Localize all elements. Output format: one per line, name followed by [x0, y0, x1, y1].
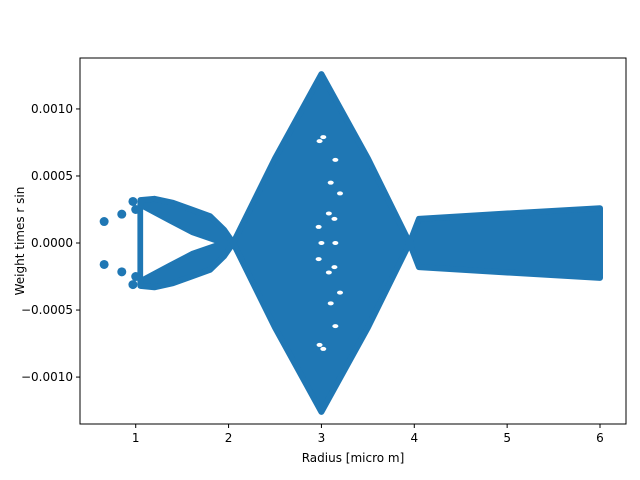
data-gap-speck: [320, 346, 327, 351]
data-gap-speck: [316, 342, 323, 347]
x-tick-label: 6: [596, 431, 604, 445]
y-axis-ticks: −0.0010 −0.0005 0.0000 0.0005 0.0010: [21, 102, 80, 384]
data-gap-speck: [327, 301, 334, 306]
data-envelope-fill: [137, 71, 603, 415]
y-tick-label: 0.0010: [31, 102, 73, 116]
data-point: [99, 259, 109, 269]
data-gap-speck: [337, 290, 343, 295]
y-tick-label: 0.0000: [31, 236, 73, 250]
data-gap-speck: [337, 191, 343, 196]
data-gap-left-region: [143, 209, 215, 277]
data-gap-speck: [325, 270, 332, 275]
data-gap-speck: [325, 211, 332, 216]
data-gap-speck: [332, 324, 339, 329]
x-axis-ticks: 1 2 3 4 5 6: [132, 424, 604, 445]
data-gap-speck: [315, 224, 322, 229]
y-tick-label: 0.0005: [31, 169, 73, 183]
data-point: [128, 196, 138, 206]
x-axis-label: Radius [micro m]: [302, 451, 405, 465]
data-point: [117, 209, 127, 219]
x-tick-label: 1: [132, 431, 140, 445]
data-gap-speck: [316, 139, 323, 144]
axes-frame: [79, 57, 627, 425]
data-point: [117, 267, 127, 277]
data-gap-speck: [331, 216, 338, 221]
data-gap-speck: [332, 241, 339, 246]
data-gaps: [143, 135, 343, 351]
data-points: [99, 196, 141, 290]
data-point: [128, 280, 138, 290]
y-tick-label: −0.0005: [21, 303, 73, 317]
y-axis-label: Weight times r sin: [13, 187, 27, 296]
plot-area: [99, 71, 603, 415]
data-point: [99, 217, 109, 227]
data-point: [131, 204, 141, 214]
y-tick-label: −0.0010: [21, 370, 73, 384]
x-tick-label: 4: [410, 431, 418, 445]
data-point: [131, 272, 141, 282]
data-gap-speck: [320, 135, 327, 140]
data-gap-speck: [315, 257, 322, 262]
x-tick-label: 2: [225, 431, 233, 445]
data-gap-speck: [318, 241, 325, 246]
data-gap-speck: [327, 180, 334, 185]
x-tick-label: 3: [318, 431, 326, 445]
data-fill-regions: [137, 71, 603, 415]
x-tick-label: 5: [503, 431, 511, 445]
data-gap-speck: [332, 157, 339, 162]
data-gap-speck: [331, 265, 338, 270]
